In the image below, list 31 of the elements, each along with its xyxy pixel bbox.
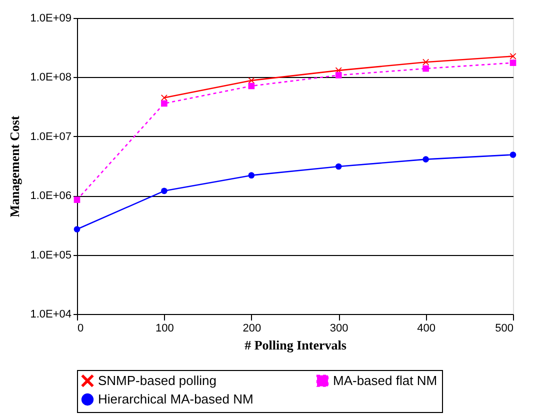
point xyxy=(422,65,429,72)
x-axis-title: # Polling Intervals xyxy=(244,338,346,352)
x-tick-label: 500 xyxy=(495,322,514,334)
point xyxy=(510,152,516,158)
point xyxy=(74,226,80,232)
y-tick-label: 1.0E+05 xyxy=(30,249,72,262)
legend-label: SNMP-based polling xyxy=(98,372,217,388)
legend-label: MA-based flat NM xyxy=(333,372,438,388)
point xyxy=(248,77,255,84)
y-tick-label: 1.0E+04 xyxy=(30,308,72,320)
y-axis-title: Management Cost xyxy=(7,115,22,218)
x-tick-label: 300 xyxy=(330,322,348,334)
point xyxy=(161,188,168,194)
point xyxy=(161,94,168,101)
x-tick-label: 200 xyxy=(242,322,262,334)
y-tick-label: 1.0E+06 xyxy=(30,190,72,202)
x-tick-label: 0 xyxy=(78,322,84,334)
point xyxy=(248,172,255,178)
point xyxy=(248,82,255,90)
point xyxy=(422,58,429,66)
point xyxy=(335,72,342,78)
y-tick-label: 1.0E+08 xyxy=(30,72,72,84)
point xyxy=(422,156,429,162)
y-tick-label: 1.0E+07 xyxy=(30,130,72,143)
point xyxy=(510,60,516,66)
point xyxy=(335,163,342,170)
x-tick-label: 100 xyxy=(156,322,174,334)
x-tick-label: 400 xyxy=(417,322,436,334)
legend-label: Hierarchical MA-based NM xyxy=(98,392,254,406)
y-tick-label: 1.0E+09 xyxy=(30,12,72,24)
point xyxy=(161,100,168,107)
